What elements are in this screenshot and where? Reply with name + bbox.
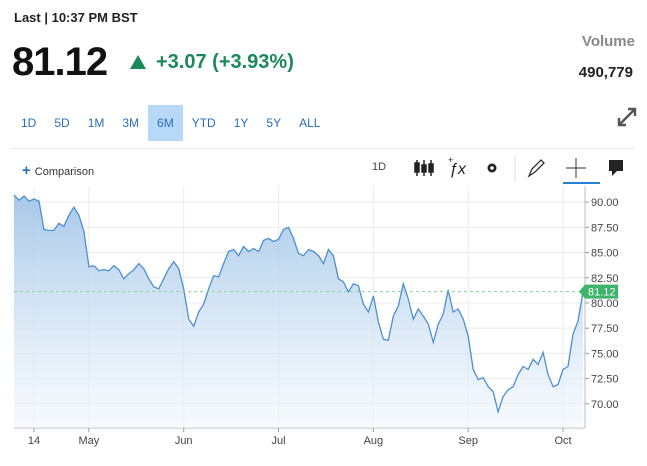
range-button[interactable]: YTD (191, 116, 216, 130)
x-tick-label: Aug (364, 435, 384, 447)
last-price-tag (579, 284, 618, 299)
y-tick-label: 87.50 (591, 222, 619, 234)
svg-text:+: + (448, 155, 453, 165)
x-tick-label: Sep (458, 435, 478, 447)
range-button[interactable]: ALL (299, 116, 321, 130)
x-tick-label: 14 (28, 435, 40, 447)
interval-button[interactable]: 1D (372, 161, 387, 173)
range-button[interactable]: 5D (54, 116, 70, 130)
range-button[interactable]: 1D (21, 116, 37, 130)
separator (12, 148, 635, 149)
comparison-label: Comparison (34, 166, 95, 178)
y-tick-label: 72.50 (591, 374, 619, 386)
range-button[interactable]: 3M (122, 116, 140, 130)
area (14, 195, 583, 428)
range-selector: 1D 5D 1M 3M 6M YTD 1Y 5Y ALL (12, 105, 329, 141)
y-tick-label: 70.00 (591, 399, 619, 411)
volume-label: Volume (581, 33, 635, 50)
x-tick-label: Oct (554, 435, 571, 447)
up-arrow (130, 55, 146, 69)
x-tick-label: Jun (175, 435, 193, 447)
y-tick-label: 77.50 (591, 323, 619, 335)
range-button[interactable]: 5Y (266, 116, 282, 130)
price-line (13, 194, 584, 415)
y-tick-label: 75.00 (591, 348, 619, 360)
y-tick-label: 90.00 (591, 197, 619, 209)
range-button[interactable]: 1M (87, 116, 105, 130)
last-time: Last | 10:37 PM BST (14, 10, 138, 25)
x-tick-label: Jul (272, 435, 286, 447)
price-change: +3.07 (+3.93%) (156, 51, 294, 73)
svg-text:ƒx: ƒx (449, 161, 467, 178)
comparison-button[interactable]: + Comparison (22, 162, 95, 179)
volume: 490,779 (578, 64, 633, 81)
range-button[interactable]: 1Y (233, 116, 249, 130)
y-tick-label: 80.00 (591, 298, 619, 310)
toolbar-icons: ƒx + (414, 155, 623, 184)
y-tick-label: 85.00 (591, 248, 619, 260)
range-button[interactable]: 6M (148, 105, 183, 141)
price: 81.12 (12, 40, 108, 84)
expand-icon[interactable] (616, 106, 638, 128)
y-tick-label: 82.50 (591, 273, 619, 285)
x-tick-label: May (78, 435, 99, 447)
last-price-label: 81.12 (588, 287, 616, 299)
